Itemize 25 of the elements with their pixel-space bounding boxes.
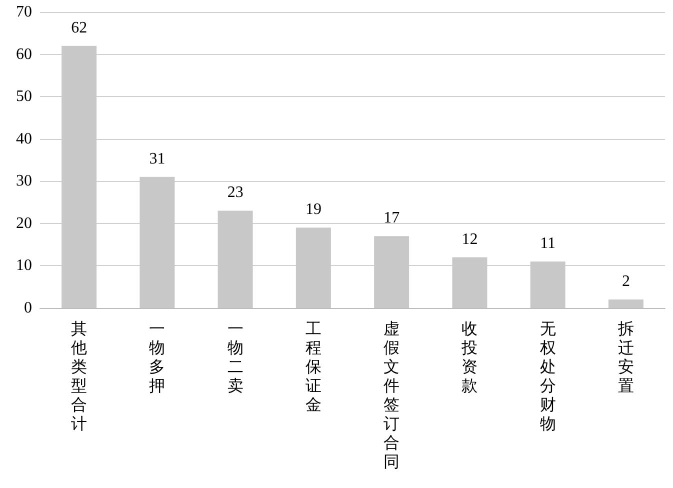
y-tick-label: 20 [16, 214, 32, 232]
y-tick-label: 0 [24, 300, 32, 316]
data-label: 12 [462, 230, 478, 248]
y-tick-label: 40 [16, 130, 32, 148]
data-label: 17 [384, 210, 400, 227]
x-tick-label: 收投资款 [460, 321, 478, 395]
x-tick-label: 工程保证金 [305, 321, 322, 414]
data-label: 23 [227, 184, 244, 202]
bar [608, 300, 644, 308]
y-tick-label: 10 [16, 257, 32, 274]
y-tick-label: 30 [16, 172, 32, 190]
y-tick-label: 50 [16, 88, 32, 106]
data-label: 62 [71, 19, 88, 36]
y-tick-label: 60 [16, 46, 32, 63]
x-tick-label: 虚假文件签订合同 [384, 320, 400, 471]
x-tick-label: 其他类型合计 [71, 320, 88, 433]
x-tick-label: 无权处分财物 [538, 321, 556, 433]
data-label: 19 [305, 201, 322, 218]
data-label: 31 [149, 150, 166, 168]
data-label: 2 [622, 273, 630, 290]
x-tick-label: 一物多押 [149, 321, 166, 395]
y-tick-label: 70 [16, 4, 32, 20]
data-label: 11 [540, 234, 556, 252]
x-tick-label: 一物二卖 [227, 321, 244, 395]
x-tick-label: 拆迁安置 [616, 320, 634, 395]
